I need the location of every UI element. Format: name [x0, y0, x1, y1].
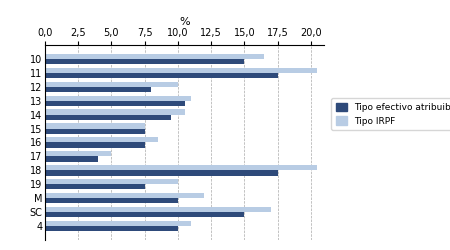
Bar — [45, 128, 144, 134]
Bar — [45, 226, 178, 231]
Bar — [45, 165, 317, 170]
Bar — [45, 101, 184, 106]
Bar — [45, 142, 144, 148]
Bar — [45, 137, 158, 142]
Bar — [45, 54, 264, 59]
Bar — [45, 212, 244, 217]
Legend: Tipo efectivo atribuible, Tipo IRPF: Tipo efectivo atribuible, Tipo IRPF — [331, 98, 450, 130]
Bar — [45, 87, 151, 92]
Bar — [45, 198, 178, 203]
Bar — [45, 115, 171, 120]
X-axis label: %: % — [179, 17, 190, 27]
Bar — [45, 220, 191, 226]
Bar — [45, 156, 98, 162]
Bar — [45, 193, 204, 198]
Bar — [45, 68, 317, 73]
Bar — [45, 170, 278, 175]
Bar — [45, 96, 191, 101]
Bar — [45, 151, 112, 156]
Bar — [45, 110, 184, 115]
Bar — [45, 73, 278, 78]
Bar — [45, 123, 144, 128]
Bar — [45, 207, 271, 212]
Bar — [45, 82, 178, 87]
Bar — [45, 59, 244, 64]
Bar — [45, 179, 178, 184]
Bar — [45, 184, 144, 190]
